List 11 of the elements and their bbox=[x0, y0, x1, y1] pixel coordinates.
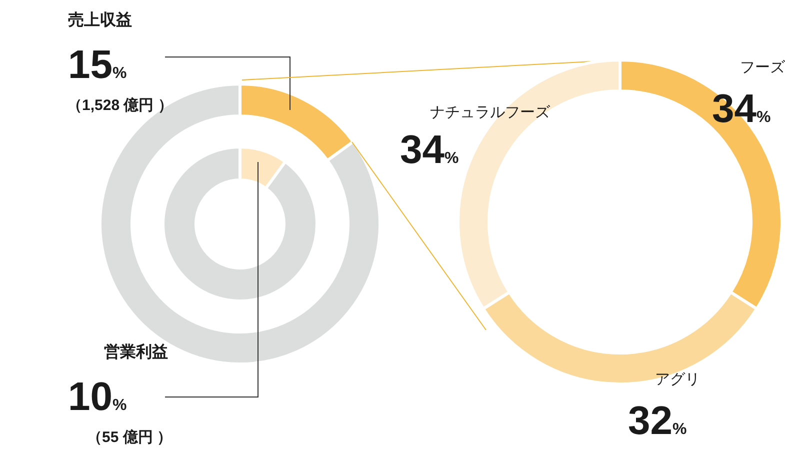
slice-label: フーズ bbox=[740, 59, 785, 76]
text: （55 億円 ） bbox=[87, 429, 172, 446]
data-label: 32% bbox=[628, 399, 687, 443]
slice-label: アグリ bbox=[655, 371, 700, 388]
data-label: 34% bbox=[400, 128, 459, 172]
data-label: 15% bbox=[68, 43, 127, 87]
slice-label: ナチュラルフーズ bbox=[430, 104, 551, 121]
data-label: 10% bbox=[68, 375, 127, 419]
text: 売上収益 bbox=[68, 11, 132, 29]
text: 営業利益 bbox=[104, 343, 168, 361]
text: （1,528 億円 ） bbox=[67, 97, 173, 114]
